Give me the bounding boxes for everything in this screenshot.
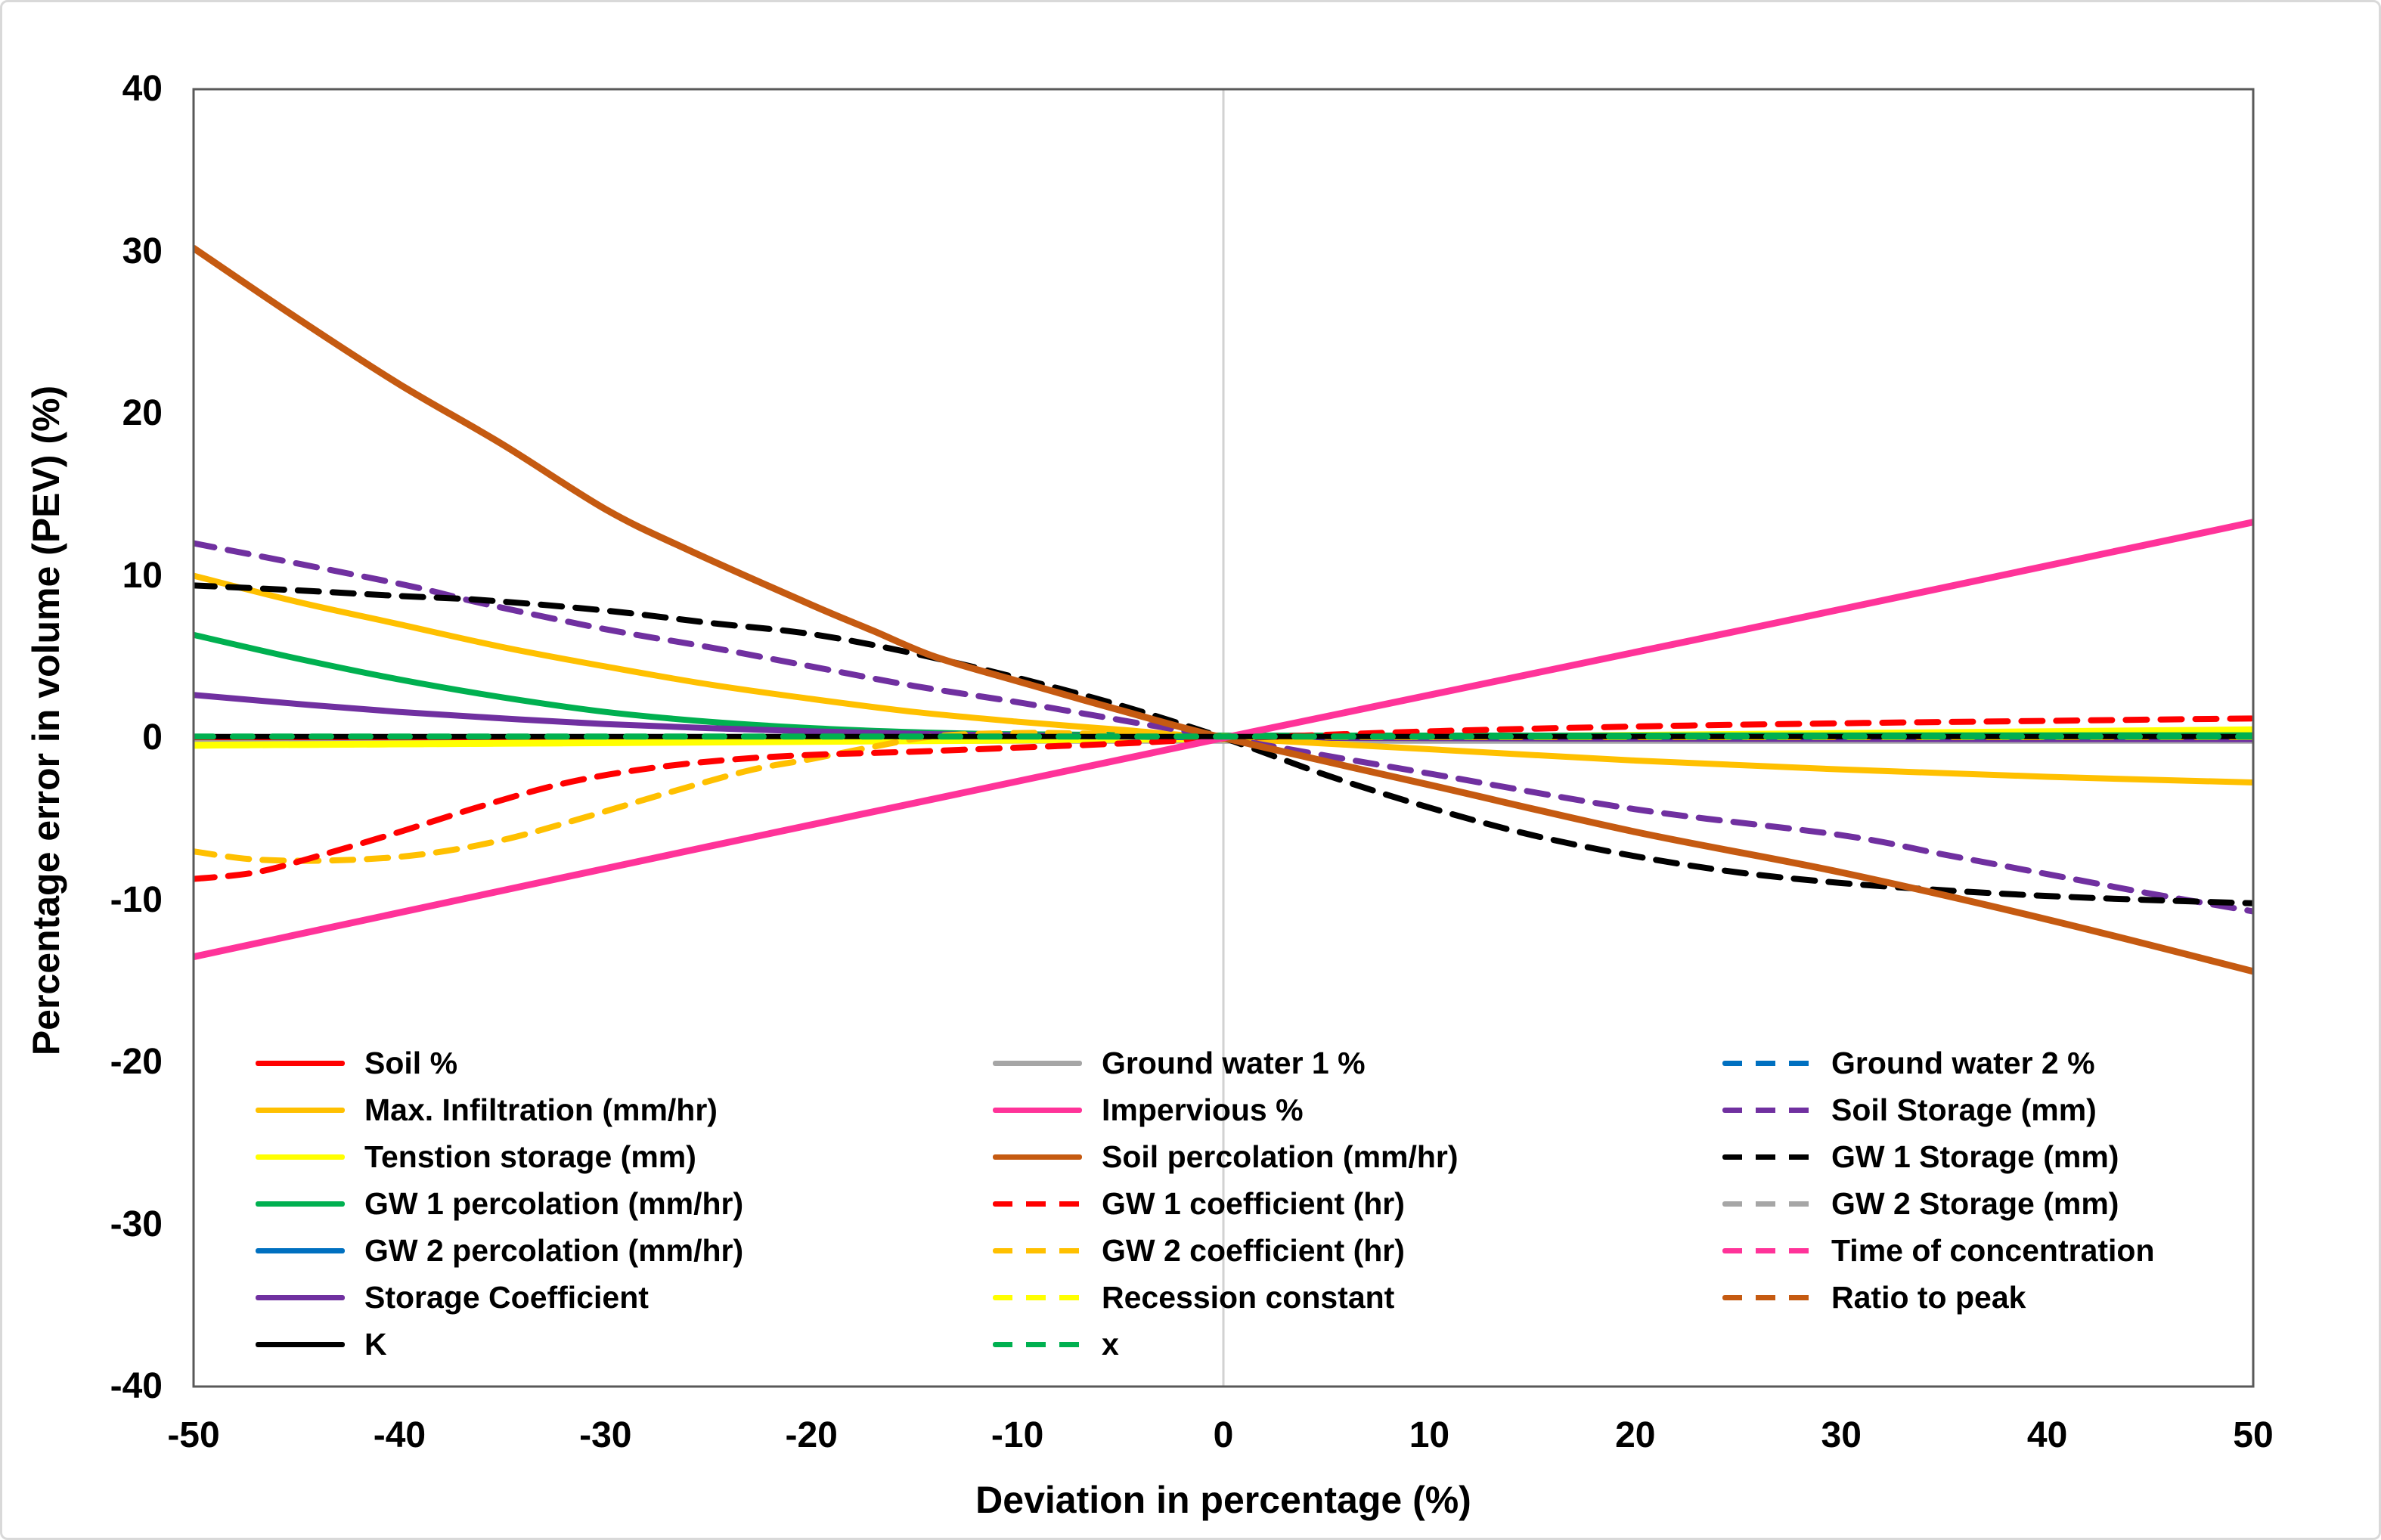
x-tick-label: -50 <box>167 1415 220 1455</box>
legend-swatch-gw2_percolation <box>256 1247 345 1253</box>
legend-item-time_of_concentration: Time of concentration <box>1722 1227 2155 1274</box>
legend-label-gw2_percolation: GW 2 percolation (mm/hr) <box>364 1232 744 1268</box>
legend-item-gw2_percolation: GW 2 percolation (mm/hr) <box>256 1227 743 1274</box>
y-tick-label: -40 <box>110 1366 163 1406</box>
x-tick-label: 40 <box>2026 1415 2068 1455</box>
legend-swatch-gw1_coefficient <box>993 1201 1082 1207</box>
legend-column-1: Soil % Max. Infiltration (mm/hr) Tenstion … <box>256 1040 743 1368</box>
legend-item-soil_percolation: Soil percolation (mm/hr) <box>993 1133 1459 1180</box>
legend-item-max_infiltration: Max. Infiltration (mm/hr) <box>256 1086 743 1133</box>
plot-border <box>192 88 2255 1388</box>
legend-swatch-soil_storage <box>1722 1107 1812 1113</box>
series-soil_percolation <box>194 244 2253 975</box>
x-tick-label: 20 <box>1615 1415 1656 1455</box>
legend-swatch-soil_pct <box>256 1060 345 1066</box>
legend-label-gw1_storage: GW 1 Storage (mm) <box>1831 1139 2119 1174</box>
legend-item-soil_pct: Soil % <box>256 1040 743 1086</box>
legend-item-ratio_to_peak: Ratio to peak <box>1722 1274 2155 1321</box>
legend-item-gw2_storage: GW 2 Storage (mm) <box>1722 1180 2155 1227</box>
legend-item-storage_coefficient: Storage Coefficient <box>256 1274 743 1321</box>
legend-item-recession_constant: Recession constant <box>993 1274 1459 1321</box>
legend-item-k: K <box>256 1321 743 1368</box>
legend-label-soil_pct: Soil % <box>364 1045 458 1080</box>
legend-swatch-ratio_to_peak <box>1722 1294 1812 1300</box>
legend-label-gw2_storage: GW 2 Storage (mm) <box>1831 1185 2119 1221</box>
legend-label-gw1_coefficient: GW 1 coefficient (hr) <box>1102 1185 1405 1221</box>
y-tick-label: 0 <box>142 717 163 758</box>
legend-label-gw2_coefficient: GW 2 coefficient (hr) <box>1102 1232 1405 1268</box>
legend-item-soil_storage: Soil Storage (mm) <box>1722 1086 2155 1133</box>
y-tick-label: 30 <box>122 231 163 271</box>
legend-label-x: x <box>1102 1326 1119 1362</box>
legend-label-gw2_pct: Ground water 2 % <box>1831 1045 2095 1080</box>
legend-swatch-max_infiltration <box>256 1107 345 1113</box>
legend-swatch-gw2_coefficient <box>993 1247 1082 1253</box>
legend-swatch-gw1_pct <box>993 1060 1082 1066</box>
legend-swatch-time_of_concentration <box>1722 1247 1812 1253</box>
y-tick-label: -10 <box>110 879 163 920</box>
series-max_infiltration <box>194 572 2253 785</box>
legend-item-gw1_percolation: GW 1 percolation (mm/hr) <box>256 1180 743 1227</box>
x-tick-label: -20 <box>785 1415 838 1455</box>
legend-label-storage_coefficient: Storage Coefficient <box>364 1279 649 1315</box>
y-tick-label: -30 <box>110 1204 163 1244</box>
x-tick-label: 30 <box>1821 1415 1862 1455</box>
legend-swatch-gw1_storage <box>1722 1154 1812 1160</box>
legend-label-tension_storage: Tenstion storage (mm) <box>364 1139 696 1174</box>
y-tick-label: -20 <box>110 1042 163 1082</box>
legend-label-gw1_pct: Ground water 1 % <box>1102 1045 1366 1080</box>
legend-swatch-soil_percolation <box>993 1154 1082 1160</box>
x-tick-label: -10 <box>991 1415 1044 1455</box>
legend-item-gw2_pct: Ground water 2 % <box>1722 1040 2155 1086</box>
legend-swatch-tension_storage <box>256 1154 345 1160</box>
x-tick-label: -40 <box>373 1415 426 1455</box>
legend-swatch-gw2_pct <box>1722 1060 1812 1066</box>
x-tick-label: -30 <box>579 1415 632 1455</box>
series-soil_storage <box>194 540 2253 915</box>
legend-item-x: x <box>993 1321 1459 1368</box>
legend-swatch-impervious <box>993 1107 1082 1113</box>
legend-swatch-gw2_storage <box>1722 1201 1812 1207</box>
legend-label-recession_constant: Recession constant <box>1102 1279 1395 1315</box>
x-tick-label: 10 <box>1409 1415 1450 1455</box>
legend-swatch-x <box>993 1341 1082 1347</box>
legend-label-time_of_concentration: Time of concentration <box>1831 1232 2155 1268</box>
x-tick-label: 50 <box>2233 1415 2274 1455</box>
legend-label-soil_percolation: Soil percolation (mm/hr) <box>1102 1139 1459 1174</box>
legend-swatch-gw1_percolation <box>256 1201 345 1207</box>
y-tick-label: 40 <box>122 69 163 109</box>
legend-label-impervious: Impervious % <box>1102 1092 1304 1127</box>
legend-label-ratio_to_peak: Ratio to peak <box>1831 1279 2026 1315</box>
x-axis-title: Deviation in percentage (%) <box>975 1479 1471 1521</box>
legend-column-3: Ground water 2 % Soil Storage (mm) GW 1 St… <box>1722 1040 2155 1321</box>
legend-swatch-storage_coefficient <box>256 1294 345 1300</box>
legend-label-k: K <box>364 1326 387 1362</box>
legend-item-gw1_coefficient: GW 1 coefficient (hr) <box>993 1180 1459 1227</box>
legend-item-tension_storage: Tenstion storage (mm) <box>256 1133 743 1180</box>
legend-label-soil_storage: Soil Storage (mm) <box>1831 1092 2097 1127</box>
series-gw1_coefficient <box>194 715 2253 882</box>
legend-column-2: Ground water 1 % Impervious % Soil percola… <box>993 1040 1459 1368</box>
legend-item-gw1_storage: GW 1 Storage (mm) <box>1722 1133 2155 1180</box>
legend-item-impervious: Impervious % <box>993 1086 1459 1133</box>
y-tick-label: 20 <box>122 393 163 433</box>
x-tick-label: 0 <box>1213 1415 1234 1455</box>
legend-label-max_infiltration: Max. Infiltration (mm/hr) <box>364 1092 718 1127</box>
legend-swatch-recession_constant <box>993 1294 1082 1300</box>
legend-swatch-k <box>256 1341 345 1347</box>
legend-label-gw1_percolation: GW 1 percolation (mm/hr) <box>364 1185 744 1221</box>
legend-item-gw1_pct: Ground water 1 % <box>993 1040 1459 1086</box>
y-tick-label: 10 <box>122 555 163 596</box>
series-gw2_coefficient <box>194 730 2253 864</box>
legend-item-gw2_coefficient: GW 2 coefficient (hr) <box>993 1227 1459 1274</box>
